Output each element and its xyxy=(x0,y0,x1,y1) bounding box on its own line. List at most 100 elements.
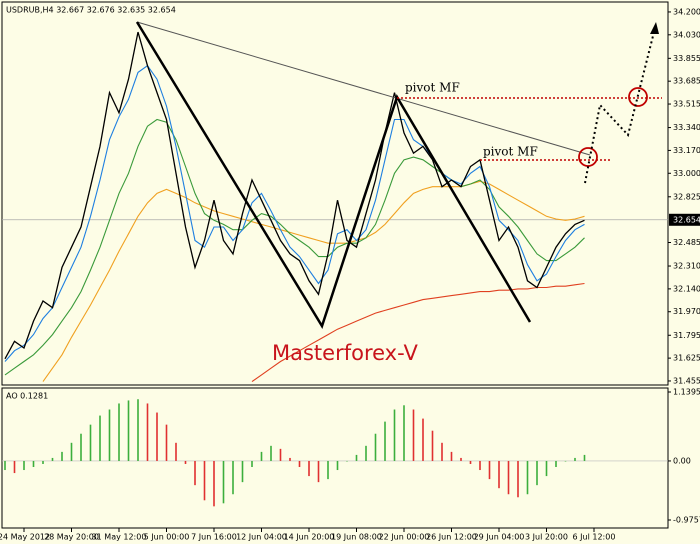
ao-bar xyxy=(583,454,586,461)
annotation: pivot MF xyxy=(405,81,460,95)
y-tick-label: 32.485 xyxy=(673,238,700,247)
ao-bar xyxy=(564,460,567,462)
ao-bar xyxy=(203,460,206,501)
ao-bar xyxy=(298,460,301,468)
ao-bar xyxy=(469,460,472,464)
ao-bar xyxy=(165,424,168,461)
ao-bar xyxy=(545,460,548,477)
ao-bar xyxy=(526,460,529,495)
ao-bar xyxy=(222,460,225,504)
ao-bar xyxy=(393,409,396,461)
series-line xyxy=(42,180,585,382)
ao-bar xyxy=(403,405,405,461)
x-tick-label: 26 Jun 12:00 xyxy=(426,533,477,542)
ao-bar xyxy=(32,460,35,468)
x-tick-label: 6 Jul 12:00 xyxy=(573,533,616,542)
y-tick-label: 31.795 xyxy=(673,331,700,340)
y-tick-label: 33.000 xyxy=(673,169,700,178)
ao-bar xyxy=(232,460,234,495)
ao-bar xyxy=(194,460,196,486)
ao-bar xyxy=(412,409,415,461)
ao-bar xyxy=(555,460,557,468)
ao-bar xyxy=(61,451,63,461)
plot-layer xyxy=(2,31,668,507)
y-tick-label: 33.170 xyxy=(673,146,700,155)
ao-bar xyxy=(346,460,348,462)
ao-bar xyxy=(42,460,44,464)
series-line xyxy=(4,118,585,376)
ao-bar xyxy=(118,403,120,461)
ao-bar xyxy=(441,442,443,461)
pivot-circle xyxy=(628,87,648,107)
y-tick-label: 32.825 xyxy=(673,192,700,201)
y-tick-label: 0.00 xyxy=(673,456,691,465)
ao-bar xyxy=(23,460,25,471)
ao-bar xyxy=(336,460,339,471)
y-tick-label: 34.030 xyxy=(673,30,700,39)
ao-bar xyxy=(13,460,16,474)
x-tick-label: 7 Jun 16:00 xyxy=(191,533,237,542)
ao-bar xyxy=(479,460,481,471)
ao-bar xyxy=(431,430,434,461)
x-tick-label: 12 Jun 04:00 xyxy=(236,533,287,542)
price-panel xyxy=(1,1,669,386)
ao-bar xyxy=(488,460,491,480)
y-tick-label: 32.140 xyxy=(673,284,700,293)
ao-bar xyxy=(146,403,149,461)
x-tick-label: 31 May 12:00 xyxy=(92,533,147,542)
y-tick-label: 31.455 xyxy=(673,376,700,385)
y-tick-label: 33.515 xyxy=(673,100,700,109)
ao-bar xyxy=(536,460,538,486)
ao-bar xyxy=(184,460,187,464)
ao-bar xyxy=(260,451,263,461)
x-tick-label: 19 Jun 08:00 xyxy=(331,533,382,542)
series-line xyxy=(4,64,585,362)
ao-bar xyxy=(270,445,272,461)
x-tick-label: 5 Jun 00:00 xyxy=(144,533,190,542)
indicator-panel xyxy=(1,387,669,529)
ao-bar xyxy=(51,457,54,461)
y-tick-label: 31.625 xyxy=(673,354,700,363)
ao-bar xyxy=(213,460,215,507)
x-tick-label: 24 May 2012 xyxy=(0,533,50,542)
ao-bar xyxy=(251,460,253,468)
y-tick-label: 33.855 xyxy=(673,54,700,63)
x-tick-label: 29 Jun 04:00 xyxy=(474,533,525,542)
y-tick-label: 34.200 xyxy=(673,7,700,16)
trend-line xyxy=(136,21,591,156)
ao-bar xyxy=(4,460,6,471)
ao-bar xyxy=(156,412,158,461)
y-tick-label: 33.340 xyxy=(673,123,700,132)
ao-bar xyxy=(289,457,291,461)
ao-bar xyxy=(374,433,377,461)
ao-bar xyxy=(450,451,453,461)
ao-bar xyxy=(574,457,576,461)
x-tick-label: 3 Jul 20:00 xyxy=(525,533,568,542)
watermark: Masterforex-V xyxy=(272,341,418,365)
header: USDRUB,H4 32.667 32.676 32.635 32.654 xyxy=(6,6,176,15)
series-line xyxy=(251,282,585,383)
y-tick-label: 33.685 xyxy=(673,77,700,86)
zigzag xyxy=(135,21,532,329)
ao-bar xyxy=(355,454,358,461)
ao-bar xyxy=(108,409,111,461)
y-tick-label: 32.310 xyxy=(673,262,700,271)
ao-bar xyxy=(89,424,92,461)
ao-bar xyxy=(70,442,73,461)
ao-bar xyxy=(507,460,510,495)
ao-bar xyxy=(137,399,139,461)
x-tick-label: 14 Jun 20:00 xyxy=(284,533,335,542)
ao-bar xyxy=(422,418,424,461)
x-tick-label: 22 Jun 00:00 xyxy=(379,533,430,542)
last-price-label: 32.654 xyxy=(673,215,700,224)
ao-bar xyxy=(517,460,519,498)
arrow-head xyxy=(650,22,659,34)
annotation: pivot MF xyxy=(483,145,538,159)
y-tick-label: -0.9757 xyxy=(673,516,700,525)
x-tick-label: 28 May 20:00 xyxy=(44,533,99,542)
ao-bar xyxy=(99,415,101,461)
ao-bar xyxy=(365,445,367,461)
ao-bar xyxy=(384,421,386,461)
y-tick-label: 31.970 xyxy=(673,307,700,316)
ao-bar xyxy=(308,460,310,477)
